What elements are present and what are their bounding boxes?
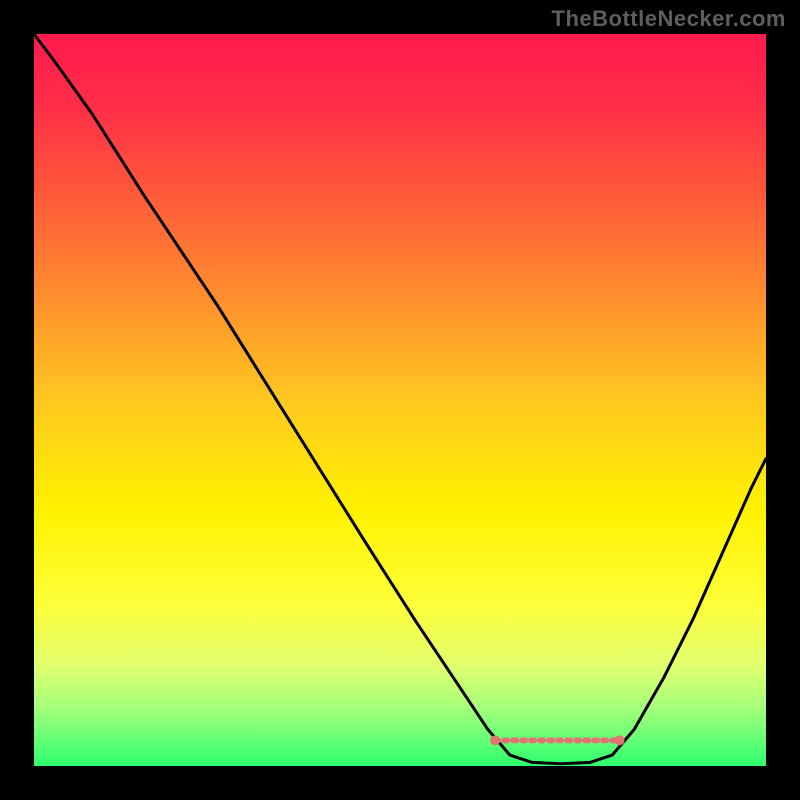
optimal-range-end-marker [615, 735, 625, 745]
optimal-range-start-marker [490, 735, 500, 745]
attribution-label: TheBottleNecker.com [552, 6, 786, 32]
plot-background [34, 34, 766, 766]
figure-container: TheBottleNecker.com [0, 0, 800, 800]
bottleneck-chart [0, 0, 800, 800]
